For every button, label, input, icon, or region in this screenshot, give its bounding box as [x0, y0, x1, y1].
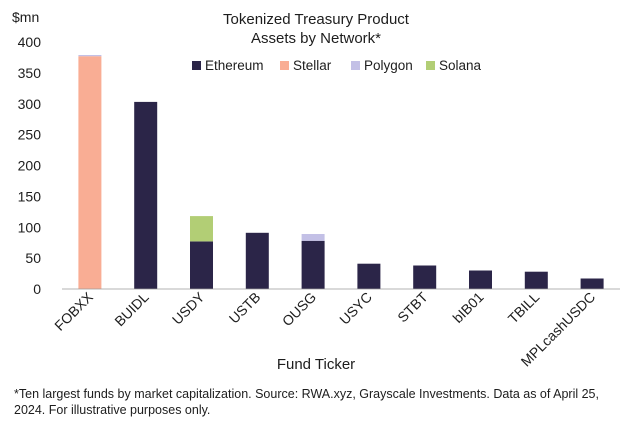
legend-swatch-solana	[426, 61, 435, 70]
x-tick-label: USYC	[336, 289, 375, 328]
bar-ustb-ethereum	[245, 232, 269, 289]
y-tick-label: 300	[18, 96, 42, 112]
bars	[78, 55, 604, 290]
bar-bib01-ethereum	[469, 270, 492, 289]
bar-fobxx-polygon	[78, 55, 102, 57]
y-axis-ticks: 0 50 100 150 200 250 300 350 400	[18, 34, 42, 297]
x-tick-label: bIB01	[449, 289, 486, 326]
legend-label-solana: Solana	[439, 58, 482, 73]
x-tick-label: TBILL	[505, 289, 543, 327]
bar-usyc-ethereum	[357, 263, 381, 289]
legend-swatch-polygon	[351, 61, 360, 70]
x-tick-label: USDY	[169, 288, 208, 327]
chart-title-line-1: Tokenized Treasury Product	[223, 11, 410, 28]
y-tick-label: 350	[18, 65, 42, 81]
y-tick-label: 200	[18, 158, 42, 174]
x-axis-label: Fund Ticker	[277, 356, 355, 373]
bar-usdy-ethereum	[190, 241, 213, 289]
bar-ousg-ethereum	[301, 240, 325, 289]
bar-buidl-ethereum	[134, 101, 158, 290]
footnote: *Ten largest funds by market capitalizat…	[14, 387, 599, 417]
y-tick-label: 400	[18, 34, 42, 50]
legend-label-stellar: Stellar	[293, 58, 332, 73]
x-tick-label: OUSG	[279, 289, 319, 329]
legend: Ethereum Stellar Polygon Solana	[192, 58, 482, 73]
x-tick-label: USTB	[226, 289, 264, 327]
bar-stbt-ethereum	[413, 265, 437, 289]
legend-label-polygon: Polygon	[364, 58, 413, 73]
y-tick-label: 150	[18, 188, 42, 204]
y-tick-label: 50	[25, 250, 41, 266]
bar-fobxx-stellar	[78, 56, 102, 290]
bar-usdy-solana	[190, 216, 213, 242]
y-tick-label: 100	[18, 219, 42, 235]
y-axis-unit-label: $mn	[12, 9, 39, 25]
bar-ousg-polygon	[301, 234, 325, 241]
legend-swatch-stellar	[280, 61, 289, 70]
x-tick-label: BUIDL	[111, 289, 152, 330]
bar-mplcashusdc-ethereum	[580, 278, 604, 289]
bar-tbill-ethereum	[524, 271, 548, 289]
x-tick-label: FOBXX	[51, 288, 96, 333]
x-tick-label: STBT	[394, 288, 431, 325]
y-tick-label: 0	[33, 281, 41, 297]
y-tick-label: 250	[18, 127, 42, 143]
legend-swatch-ethereum	[192, 61, 201, 70]
legend-label-ethereum: Ethereum	[205, 58, 264, 73]
chart-title-line-2: Assets by Network*	[251, 30, 381, 47]
